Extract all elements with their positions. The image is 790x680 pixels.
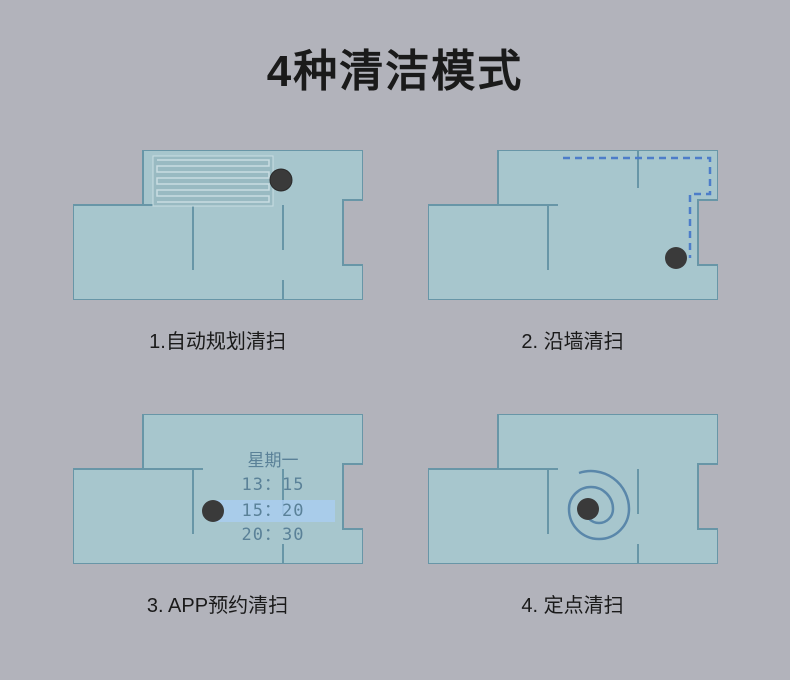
mode-schedule: 星期一 13：15 15：20 20：30 3. APP预约清扫	[60, 414, 375, 618]
mode-spot: 4. 定点清扫	[415, 414, 730, 618]
schedule-time-2: 20：30	[241, 525, 304, 545]
floorplan-edge	[428, 150, 718, 300]
mode-label: 1.自动规划清扫	[149, 325, 286, 354]
mode-label: 3. APP预约清扫	[147, 589, 288, 618]
schedule-day: 星期一	[247, 451, 298, 470]
floorplan-schedule: 星期一 13：15 15：20 20：30	[73, 414, 363, 564]
schedule-time-0: 13：15	[241, 475, 304, 495]
modes-grid: 1.自动规划清扫 2. 沿墙清扫	[0, 150, 790, 618]
mode-auto-plan: 1.自动规划清扫	[60, 150, 375, 354]
mode-label: 4. 定点清扫	[521, 589, 623, 618]
schedule-time-1: 15：20	[241, 501, 304, 521]
floorplan-spot	[428, 414, 718, 564]
mode-edge: 2. 沿墙清扫	[415, 150, 730, 354]
page-title: 4种清洁模式	[0, 0, 790, 99]
mode-label: 2. 沿墙清扫	[521, 325, 623, 354]
floorplan-auto	[73, 150, 363, 300]
